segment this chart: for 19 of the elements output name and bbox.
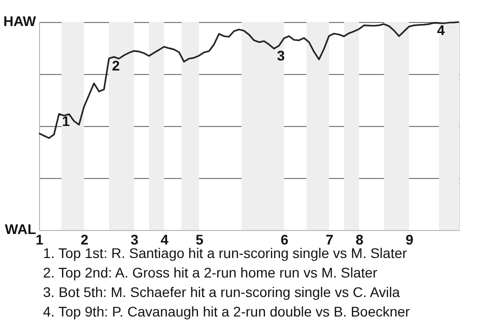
x-tick-label: 6 (280, 232, 289, 248)
x-tick-label: 3 (130, 232, 139, 248)
annotation: 2 (112, 57, 120, 74)
x-tick-label: 4 (160, 232, 169, 248)
annotation: 1 (62, 112, 70, 129)
x-tick-label: 8 (356, 232, 364, 248)
x-tick-label: 1 (36, 232, 44, 248)
annotation: 3 (277, 48, 285, 64)
x-tick-label: 7 (326, 232, 334, 248)
text: 4. Top 9th: P. Cavanaugh hit a 2-run double vs B. Boeckner (43, 304, 410, 320)
x-tick-label: 5 (196, 232, 204, 248)
text: 2. Top 2nd: A. Gross hit a 2-run home run vs M. Slater (43, 264, 378, 280)
text: WAL (4, 221, 36, 237)
text: 3. Bot 5th: M. Schaefer hit a run-scoring single vs C. Avila (43, 284, 400, 300)
x-tick-label: 9 (406, 232, 414, 248)
text: HAW (3, 13, 37, 29)
annotation: 4 (437, 22, 445, 38)
x-tick-label: 2 (80, 232, 89, 248)
text: 1. Top 1st: R. Santiago hit a run-scoring single vs M. Slater (43, 245, 408, 261)
